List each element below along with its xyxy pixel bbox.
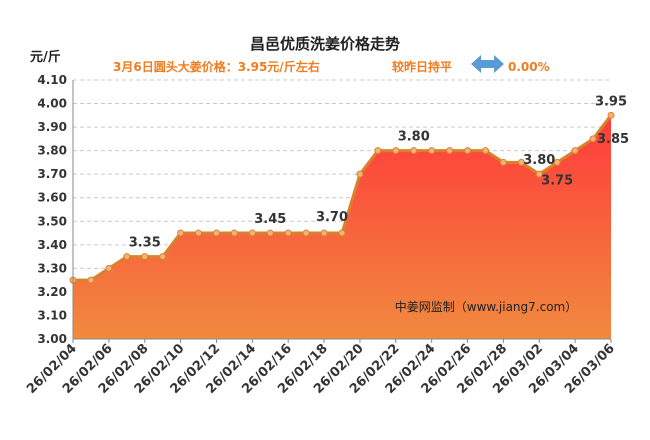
data-point [212,229,220,237]
change-label: 较昨日持平 [392,59,452,74]
data-point [374,147,382,155]
y-tick-label: 4.00 [37,97,67,111]
data-label: 3.35 [129,236,161,251]
data-labels: 3.35 3.45 3.70 3.80 3.80 3.75 3.85 3.95 [129,94,629,250]
data-label: 3.95 [595,94,627,109]
data-point [87,276,95,284]
y-tick-label: 3.10 [37,308,67,322]
data-point [230,229,238,237]
y-tick-label: 4.10 [37,73,67,87]
data-point [392,147,400,155]
data-point [266,229,274,237]
data-label: 3.75 [541,173,573,188]
data-point [571,147,579,155]
data-point [105,264,113,272]
data-point [481,147,489,155]
chart-title: 昌邑优质洗姜价格走势 [250,35,400,53]
data-point [553,158,561,166]
data-point [517,158,525,166]
change-value: 0.00% [508,60,550,74]
data-label: 3.45 [254,212,286,227]
data-point [499,158,507,166]
data-point [356,170,364,178]
data-point [177,229,185,237]
y-tick-label: 3.90 [37,120,67,134]
y-tick-label: 3.30 [37,261,67,275]
data-point [338,229,346,237]
data-point [607,111,615,119]
watermark-text: 中姜网监制（www.jiang7.com） [395,299,577,314]
area-fill [73,115,611,340]
data-point [535,170,543,178]
y-tick-label: 3.70 [37,167,67,181]
data-label: 3.80 [523,153,555,168]
data-point [589,135,597,143]
data-point [284,229,292,237]
y-tick-label: 3.00 [37,332,67,346]
data-point [302,229,310,237]
data-point [464,147,472,155]
data-label: 3.80 [398,130,430,145]
data-point [410,147,418,155]
y-tick-label: 3.60 [37,191,67,205]
data-label: 3.85 [597,132,629,147]
data-point [123,253,131,261]
y-tick-label: 3.40 [37,238,67,252]
double-arrow-icon [471,55,504,73]
data-point [159,253,167,261]
y-tick-label: 3.50 [37,214,67,228]
chart-subtitle: 3月6日圆头大姜价格：3.95元/斤左右 [113,59,320,74]
data-point [428,147,436,155]
data-point [446,147,454,155]
data-point [248,229,256,237]
data-point [320,229,328,237]
y-tick-label: 3.20 [37,285,67,299]
y-tick-label: 3.80 [37,144,67,158]
data-label: 3.70 [316,210,348,225]
data-point [141,253,149,261]
data-point [195,229,203,237]
y-axis-unit-label: 元/斤 [30,49,61,65]
